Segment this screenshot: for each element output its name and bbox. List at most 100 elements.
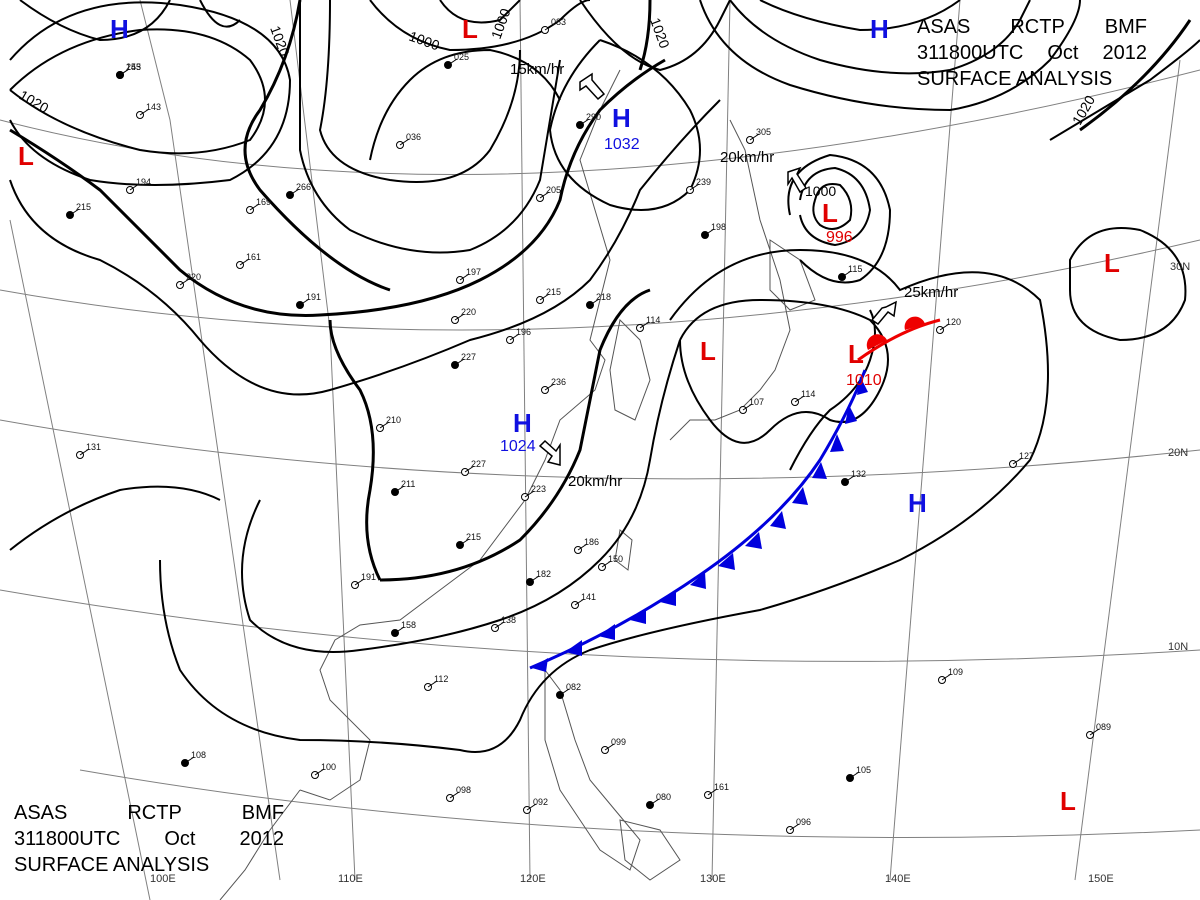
station-pressure: 132: [851, 469, 866, 479]
longitude-label: 150E: [1088, 873, 1114, 885]
station-plot: 236: [541, 377, 566, 394]
station-plot: 100: [311, 762, 336, 779]
header-top-right: ASAS RCTP BMF 311800UTC Oct 2012 SURFACE…: [917, 14, 1147, 92]
wind-barb: [939, 323, 950, 331]
wind-barb: [427, 680, 438, 688]
station-pressure: 266: [296, 182, 311, 192]
wind-barb: [589, 298, 600, 306]
isobar: [199, 0, 241, 28]
isobar-japan-outer: [159, 248, 1049, 753]
isobar: [439, 0, 521, 24]
header-line-1: ASAS RCTP BMF: [14, 800, 284, 826]
isobar: [19, 0, 171, 42]
station-plot: 161: [704, 782, 729, 799]
wind-barb: [394, 626, 405, 634]
station-plot: 194: [126, 177, 151, 194]
isobar: [729, 0, 1031, 75]
isobar-low-inner: [812, 183, 853, 230]
coast-mindanao: [619, 819, 681, 881]
wind-barb: [539, 191, 550, 199]
high-symbol: H: [513, 408, 532, 438]
station-pressure: 223: [531, 484, 546, 494]
wind-barb: [314, 768, 325, 776]
wind-barb: [119, 68, 130, 76]
station-pressure: 083: [551, 17, 566, 27]
meridian-100e: [139, 0, 281, 881]
coast-luzon: [544, 668, 641, 871]
isobar: [369, 48, 561, 161]
station-pressure: 161: [714, 782, 729, 792]
station-pressure: 191: [361, 572, 376, 582]
station-plot: 080: [646, 792, 671, 809]
station-plot: 158: [391, 620, 416, 637]
station-plot: 215: [456, 532, 481, 549]
wind-barb: [579, 118, 590, 126]
wind-barb: [749, 133, 760, 141]
station-pressure: 131: [86, 442, 101, 452]
station-pressure: 100: [321, 762, 336, 772]
parallel-10n: [0, 589, 1200, 662]
station-plot: 082: [556, 682, 581, 699]
wind-barb: [559, 688, 570, 696]
station-pressure: 182: [536, 569, 551, 579]
station-plot: 161: [236, 252, 261, 269]
station-pressure: 253: [126, 62, 141, 72]
station-pressure: 227: [471, 459, 486, 469]
station-plot: 239: [686, 177, 711, 194]
station-pressure: 169: [256, 197, 271, 207]
wind-barb: [449, 791, 460, 799]
isobar: [579, 0, 731, 72]
station-pressure: 215: [546, 287, 561, 297]
isobar-1020-ne: [638, 0, 652, 71]
station-pressure: 105: [856, 765, 871, 775]
isobar: [699, 0, 1081, 112]
station-plot: 107: [739, 397, 764, 414]
motion-arrow: [579, 72, 606, 101]
station-plot: 198: [701, 222, 726, 239]
station-plot: 150: [598, 554, 623, 571]
isobar-china-south: [379, 288, 651, 582]
wind-barb: [509, 333, 520, 341]
parallel-30n: [0, 239, 1200, 331]
wind-barb: [459, 538, 470, 546]
wind-barb: [447, 58, 458, 66]
isobar: [759, 0, 961, 32]
parallel-0n: [79, 769, 1200, 838]
low-symbol: L: [1060, 786, 1076, 816]
low-symbol: L: [462, 14, 478, 44]
wind-barb: [179, 278, 190, 286]
pressure-symbols: H H H 1032 H 1024 H L L L 996 L L 1010 L…: [18, 14, 1120, 816]
isobar-label: 1000: [805, 183, 836, 199]
wind-barb: [574, 598, 585, 606]
motion-arrows: [538, 72, 897, 466]
station-plot: 098: [446, 785, 471, 802]
station-pressure: 215: [466, 532, 481, 542]
header-year: 2012: [239, 828, 284, 850]
isobar-sw: [9, 485, 221, 551]
low-symbol: L: [18, 141, 34, 171]
wind-barb: [849, 771, 860, 779]
station-pressure: 099: [611, 737, 626, 747]
station-plot: 138: [491, 615, 516, 632]
isobar-1020-west: [9, 58, 666, 317]
high-value: 1024: [500, 438, 536, 455]
wind-barb: [639, 321, 650, 329]
isobar-1020-east: [1079, 19, 1192, 132]
header-center: RCTP: [1010, 16, 1065, 38]
meridian-150e: [1074, 59, 1181, 881]
low-value: 996: [826, 229, 853, 246]
station-pressure: 198: [711, 222, 726, 232]
wind-barb: [844, 475, 855, 483]
isobar-japan: [679, 298, 889, 444]
station-pressure: 158: [401, 620, 416, 630]
header-center: RCTP: [127, 802, 182, 824]
motion-arrow: [538, 439, 561, 466]
station-plot: 227: [451, 352, 476, 369]
station-pressure: 092: [533, 797, 548, 807]
wind-barb: [841, 270, 852, 278]
wind-barb: [707, 788, 718, 796]
wind-barb: [139, 108, 150, 116]
station-plot: 223: [521, 484, 546, 501]
isobar: [1049, 39, 1200, 141]
